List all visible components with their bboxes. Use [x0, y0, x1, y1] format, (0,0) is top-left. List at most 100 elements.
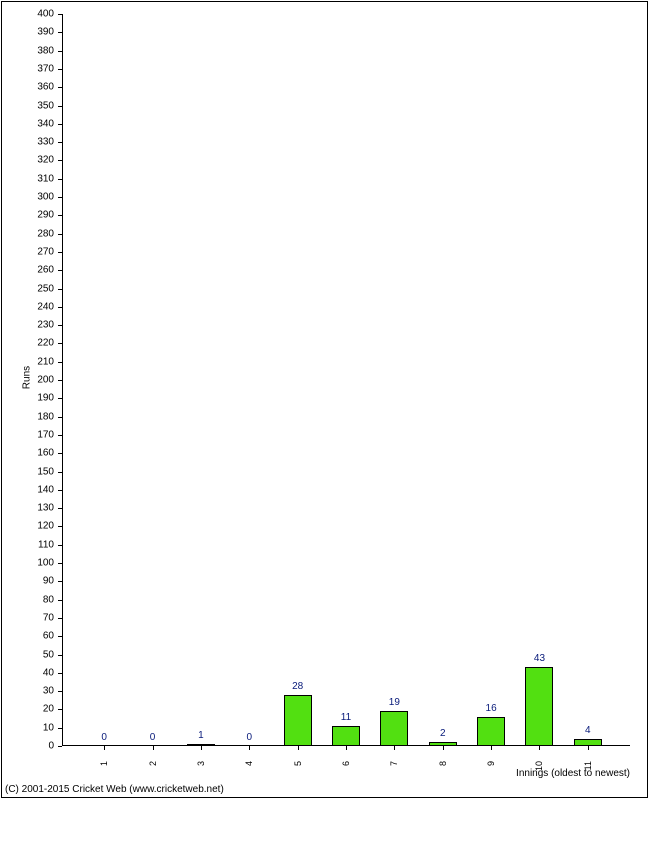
- ytick-mark: [58, 289, 62, 290]
- ytick-label: 240: [0, 301, 54, 312]
- ytick-label: 310: [0, 173, 54, 184]
- bar-value-label: 11: [341, 712, 351, 723]
- xtick-label: 4: [244, 761, 254, 861]
- ytick-mark: [58, 124, 62, 125]
- ytick-label: 20: [0, 704, 54, 715]
- ytick-mark: [58, 618, 62, 619]
- ytick-mark: [58, 197, 62, 198]
- y-axis-label: Runs: [22, 358, 33, 398]
- bar-value-label: 0: [246, 732, 252, 743]
- xtick-label: 1: [99, 761, 109, 861]
- ytick-label: 280: [0, 228, 54, 239]
- bar: [380, 711, 408, 746]
- ytick-mark: [58, 746, 62, 747]
- ytick-mark: [58, 655, 62, 656]
- xtick-mark: [153, 746, 154, 750]
- ytick-mark: [58, 600, 62, 601]
- ytick-mark: [58, 563, 62, 564]
- ytick-mark: [58, 234, 62, 235]
- ytick-mark: [58, 32, 62, 33]
- bar: [525, 667, 553, 746]
- ytick-label: 0: [0, 741, 54, 752]
- xtick-label: 2: [148, 761, 158, 861]
- ytick-label: 230: [0, 320, 54, 331]
- xtick-mark: [201, 746, 202, 750]
- ytick-mark: [58, 69, 62, 70]
- bar-value-label: 4: [585, 725, 591, 736]
- bar: [477, 717, 505, 746]
- xtick-label: 9: [486, 761, 496, 861]
- bar-value-label: 2: [440, 728, 446, 739]
- ytick-label: 220: [0, 338, 54, 349]
- xtick-label: 5: [293, 761, 303, 861]
- ytick-label: 270: [0, 246, 54, 257]
- bar: [332, 726, 360, 746]
- ytick-label: 120: [0, 521, 54, 532]
- ytick-mark: [58, 270, 62, 271]
- ytick-label: 290: [0, 210, 54, 221]
- ytick-mark: [58, 691, 62, 692]
- ytick-label: 260: [0, 265, 54, 276]
- x-axis-label: Innings (oldest to newest): [516, 768, 630, 779]
- ytick-label: 150: [0, 466, 54, 477]
- ytick-label: 380: [0, 45, 54, 56]
- ytick-mark: [58, 490, 62, 491]
- xtick-mark: [443, 746, 444, 750]
- copyright-footer: (C) 2001-2015 Cricket Web (www.cricketwe…: [5, 784, 224, 795]
- bar: [429, 742, 457, 746]
- ytick-mark: [58, 14, 62, 15]
- ytick-label: 90: [0, 576, 54, 587]
- ytick-mark: [58, 508, 62, 509]
- ytick-mark: [58, 160, 62, 161]
- xtick-mark: [491, 746, 492, 750]
- bar: [574, 739, 602, 746]
- ytick-label: 160: [0, 448, 54, 459]
- ytick-label: 100: [0, 558, 54, 569]
- ytick-label: 80: [0, 594, 54, 605]
- bar-value-label: 1: [198, 730, 204, 741]
- ytick-mark: [58, 325, 62, 326]
- ytick-label: 350: [0, 100, 54, 111]
- bar-value-label: 0: [101, 732, 107, 743]
- ytick-mark: [58, 343, 62, 344]
- xtick-label: 8: [438, 761, 448, 861]
- bar: [187, 744, 215, 746]
- ytick-label: 400: [0, 9, 54, 20]
- ytick-label: 30: [0, 686, 54, 697]
- xtick-mark: [298, 746, 299, 750]
- ytick-label: 390: [0, 27, 54, 38]
- ytick-mark: [58, 545, 62, 546]
- ytick-mark: [58, 636, 62, 637]
- ytick-mark: [58, 398, 62, 399]
- bar-value-label: 0: [150, 732, 156, 743]
- ytick-mark: [58, 453, 62, 454]
- ytick-mark: [58, 179, 62, 180]
- ytick-label: 180: [0, 411, 54, 422]
- ytick-mark: [58, 215, 62, 216]
- bar-value-label: 28: [292, 681, 303, 692]
- ytick-mark: [58, 142, 62, 143]
- ytick-label: 70: [0, 612, 54, 623]
- ytick-mark: [58, 362, 62, 363]
- xtick-mark: [249, 746, 250, 750]
- ytick-mark: [58, 106, 62, 107]
- ytick-label: 360: [0, 82, 54, 93]
- ytick-mark: [58, 435, 62, 436]
- bar-value-label: 16: [486, 703, 497, 714]
- ytick-label: 40: [0, 667, 54, 678]
- ytick-mark: [58, 87, 62, 88]
- xtick-mark: [104, 746, 105, 750]
- ytick-label: 320: [0, 155, 54, 166]
- bar: [284, 695, 312, 746]
- ytick-label: 370: [0, 63, 54, 74]
- ytick-label: 300: [0, 192, 54, 203]
- xtick-label: 7: [389, 761, 399, 861]
- ytick-label: 50: [0, 649, 54, 660]
- ytick-mark: [58, 581, 62, 582]
- ytick-label: 10: [0, 722, 54, 733]
- bar-value-label: 19: [389, 697, 400, 708]
- bar-value-label: 43: [534, 653, 545, 664]
- ytick-mark: [58, 51, 62, 52]
- ytick-mark: [58, 673, 62, 674]
- xtick-mark: [588, 746, 589, 750]
